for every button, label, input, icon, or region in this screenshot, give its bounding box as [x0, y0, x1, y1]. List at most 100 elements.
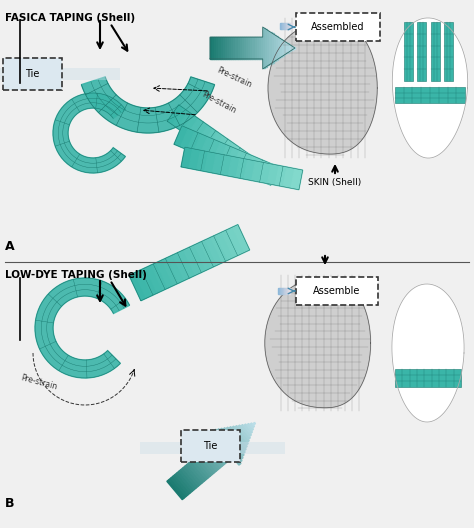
- Polygon shape: [236, 158, 248, 179]
- Polygon shape: [258, 162, 272, 183]
- Polygon shape: [191, 459, 209, 479]
- Polygon shape: [245, 156, 259, 177]
- Polygon shape: [210, 37, 212, 59]
- Polygon shape: [241, 425, 251, 437]
- Polygon shape: [253, 37, 255, 59]
- Text: A: A: [5, 240, 15, 253]
- Polygon shape: [286, 43, 289, 53]
- Polygon shape: [251, 158, 265, 180]
- Text: Assembled: Assembled: [311, 22, 365, 32]
- FancyBboxPatch shape: [296, 13, 380, 41]
- Polygon shape: [205, 448, 222, 468]
- Polygon shape: [287, 23, 288, 29]
- Polygon shape: [257, 37, 259, 59]
- Polygon shape: [167, 255, 184, 283]
- Polygon shape: [200, 240, 217, 268]
- Polygon shape: [185, 465, 202, 485]
- Polygon shape: [200, 137, 214, 158]
- FancyBboxPatch shape: [181, 430, 240, 462]
- Polygon shape: [220, 155, 232, 176]
- Polygon shape: [193, 134, 208, 155]
- Polygon shape: [187, 119, 203, 138]
- Text: Tie: Tie: [203, 441, 217, 451]
- Polygon shape: [167, 105, 183, 125]
- Polygon shape: [232, 224, 250, 252]
- Polygon shape: [276, 36, 278, 60]
- Polygon shape: [255, 37, 257, 59]
- Polygon shape: [199, 452, 217, 473]
- Polygon shape: [221, 230, 239, 258]
- Polygon shape: [213, 441, 230, 461]
- Polygon shape: [156, 260, 173, 288]
- Polygon shape: [197, 454, 214, 474]
- Text: SKIN (Shell): SKIN (Shell): [309, 178, 362, 187]
- Text: LOW-DYE TAPING (Shell): LOW-DYE TAPING (Shell): [5, 270, 147, 280]
- Polygon shape: [82, 77, 215, 133]
- Polygon shape: [212, 37, 214, 59]
- Polygon shape: [285, 23, 286, 29]
- Polygon shape: [226, 427, 246, 451]
- Text: Assemble: Assemble: [313, 286, 361, 296]
- Polygon shape: [207, 446, 225, 466]
- Polygon shape: [289, 23, 290, 29]
- Text: Pre-strain: Pre-strain: [20, 374, 58, 392]
- Polygon shape: [275, 165, 287, 187]
- Polygon shape: [291, 168, 303, 190]
- Polygon shape: [53, 93, 125, 173]
- Polygon shape: [280, 288, 281, 294]
- Polygon shape: [187, 131, 201, 153]
- Polygon shape: [290, 23, 291, 29]
- Polygon shape: [279, 288, 280, 294]
- Polygon shape: [282, 41, 284, 55]
- Polygon shape: [267, 164, 279, 185]
- Polygon shape: [195, 456, 212, 476]
- Polygon shape: [283, 167, 295, 188]
- Polygon shape: [284, 23, 285, 29]
- Polygon shape: [187, 463, 204, 483]
- Polygon shape: [181, 128, 195, 149]
- Polygon shape: [197, 150, 209, 172]
- Polygon shape: [392, 284, 464, 422]
- Polygon shape: [278, 37, 280, 59]
- Polygon shape: [216, 37, 219, 59]
- Polygon shape: [179, 469, 196, 489]
- Polygon shape: [238, 153, 253, 174]
- Bar: [417, 22, 426, 81]
- Polygon shape: [282, 23, 283, 29]
- Polygon shape: [209, 444, 227, 464]
- Polygon shape: [233, 37, 236, 59]
- Polygon shape: [35, 278, 129, 378]
- Text: Pre-strain: Pre-strain: [200, 90, 237, 115]
- Polygon shape: [192, 122, 208, 142]
- Polygon shape: [244, 424, 252, 434]
- Polygon shape: [248, 37, 250, 59]
- Polygon shape: [291, 23, 292, 29]
- Polygon shape: [177, 112, 193, 131]
- Polygon shape: [250, 37, 253, 59]
- Polygon shape: [201, 451, 219, 471]
- Polygon shape: [261, 37, 263, 59]
- Bar: [404, 22, 413, 81]
- Polygon shape: [213, 142, 227, 163]
- Polygon shape: [240, 37, 242, 59]
- Polygon shape: [193, 458, 210, 478]
- Polygon shape: [223, 37, 225, 59]
- Polygon shape: [229, 37, 231, 59]
- Polygon shape: [264, 164, 279, 185]
- Polygon shape: [211, 430, 241, 465]
- Polygon shape: [244, 37, 246, 59]
- Polygon shape: [268, 22, 377, 154]
- Polygon shape: [172, 108, 189, 128]
- Text: Pre-strain: Pre-strain: [215, 66, 253, 90]
- Polygon shape: [189, 149, 201, 170]
- Polygon shape: [182, 115, 199, 135]
- Polygon shape: [286, 23, 287, 29]
- Polygon shape: [175, 473, 192, 493]
- Polygon shape: [287, 288, 288, 294]
- Polygon shape: [236, 153, 253, 173]
- Text: Tie: Tie: [25, 69, 39, 79]
- Polygon shape: [189, 461, 206, 481]
- Polygon shape: [225, 37, 227, 59]
- Polygon shape: [183, 248, 201, 275]
- Polygon shape: [216, 232, 233, 260]
